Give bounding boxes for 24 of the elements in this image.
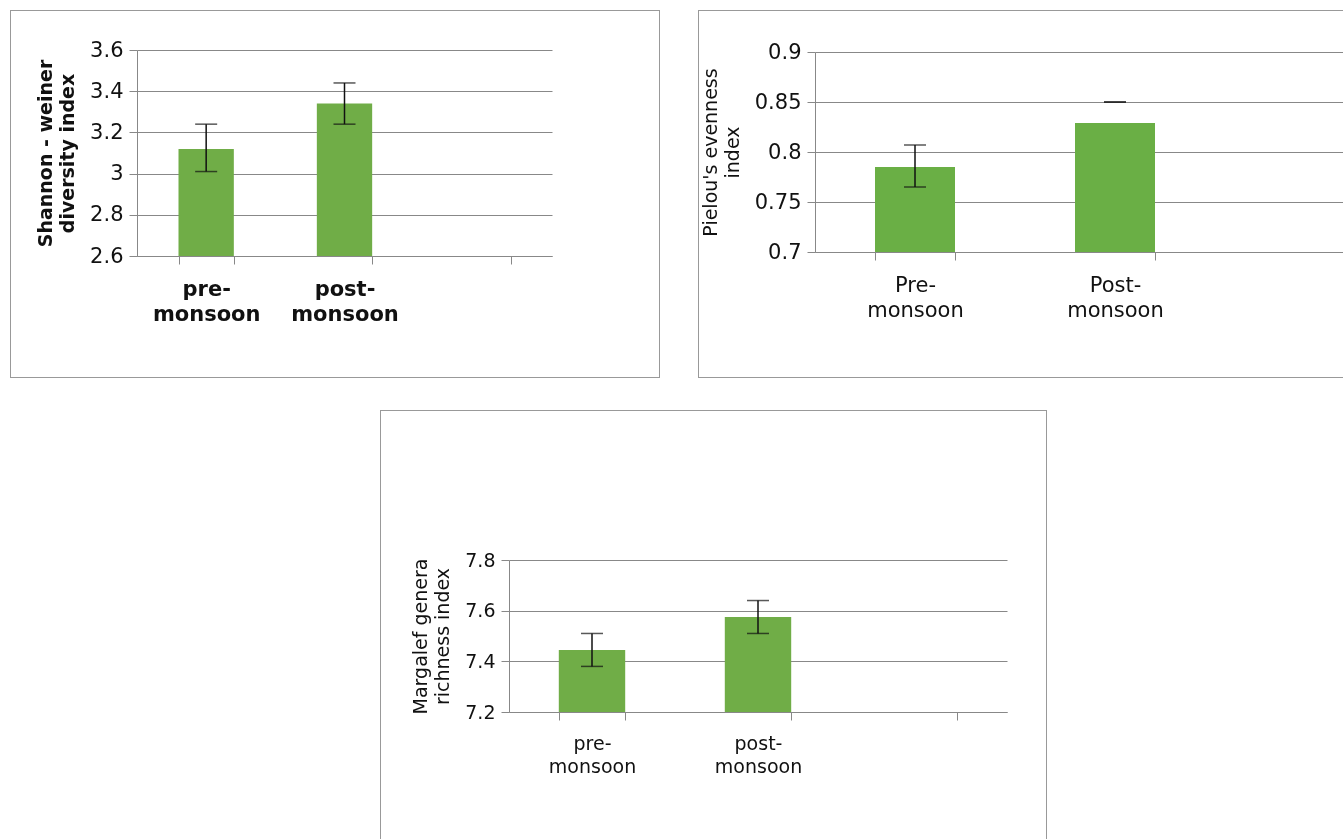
y-tick-label: 3.6	[90, 37, 124, 62]
y-axis-title: Shannon - weiner diversity index	[34, 59, 79, 248]
y-tick-label: 7.2	[465, 700, 496, 723]
y-tick-label: 3.4	[90, 78, 124, 103]
y-tick-label: 7.6	[465, 599, 496, 622]
x-tick-label: post- monsoon	[291, 276, 399, 326]
y-tick-label: 0.9	[768, 39, 802, 64]
x-tick-label: pre- monsoon	[152, 276, 261, 326]
y-axis-title: Margalef genera richness index	[409, 558, 454, 715]
y-tick-label: 0.85	[754, 89, 802, 114]
y-tick-label: 2.8	[90, 202, 124, 227]
y-tick-label: 7.4	[465, 649, 496, 672]
y-tick-label: 0.8	[768, 139, 802, 164]
y-tick-label: 2.6	[90, 243, 124, 268]
y-axis-title: Pielou's evenness index	[698, 68, 743, 237]
y-tick-label: 7.8	[465, 548, 496, 571]
y-tick-label: 0.75	[754, 189, 802, 214]
x-tick-label: Post- monsoon	[1067, 272, 1164, 322]
x-tick-label: pre- monsoon	[548, 731, 637, 777]
x-tick-label: Pre- monsoon	[867, 272, 964, 322]
y-tick-label: 0.7	[768, 239, 802, 264]
y-tick-label: 3	[110, 161, 124, 186]
x-tick-label: post- monsoon	[714, 731, 803, 777]
y-tick-label: 3.2	[90, 119, 124, 144]
